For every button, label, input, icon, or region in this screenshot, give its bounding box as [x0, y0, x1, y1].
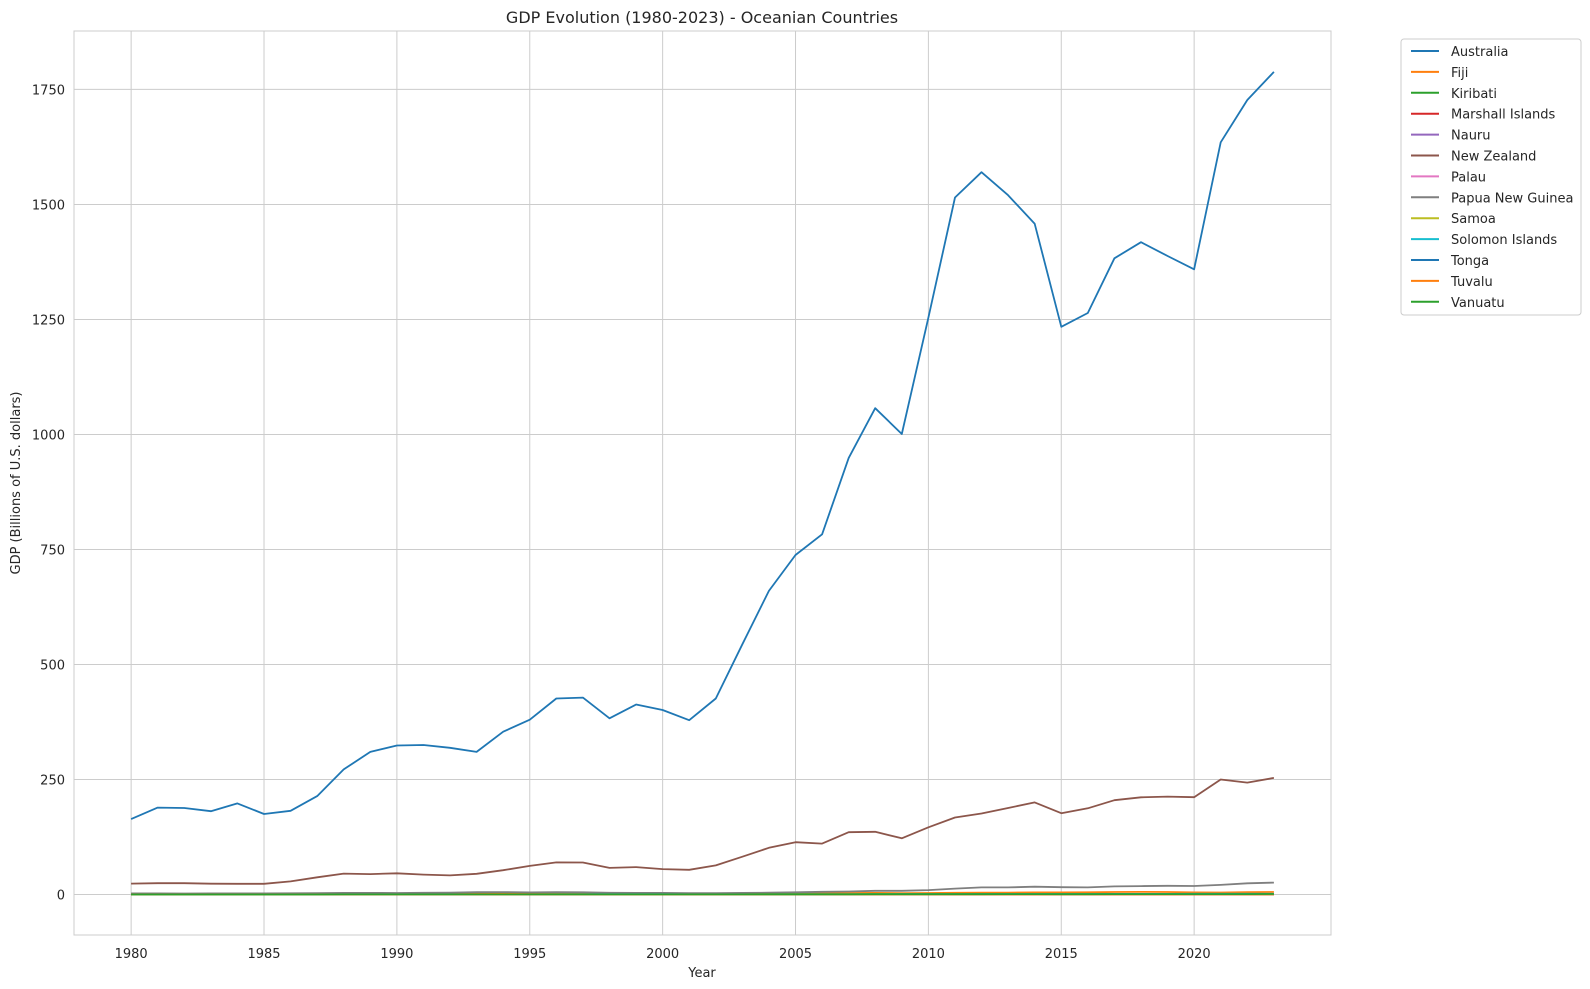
legend: Australia Fiji Kiribati Marshall Islands Nau…: [1401, 39, 1581, 315]
x-tick-label: 2005: [779, 947, 812, 962]
series-lines: [131, 72, 1274, 895]
y-tick-label: 1500: [32, 198, 65, 213]
chart-title: GDP Evolution (1980-2023) - Oceanian Cou…: [506, 8, 898, 27]
x-axis-label: Year: [687, 966, 716, 981]
y-tick-label: 1750: [32, 83, 65, 98]
legend-label-tonga: Tonga: [1450, 254, 1489, 269]
legend-label-nauru: Nauru: [1451, 129, 1491, 144]
y-tick-label: 1250: [32, 313, 65, 328]
x-axis-ticks: 1980 1985 1990 1995 2000 2005 2010 2015 2020: [115, 947, 1211, 962]
legend-label-kiribati: Kiribati: [1451, 87, 1497, 102]
y-tick-label: 500: [40, 658, 65, 673]
legend-label-solomon-islands: Solomon Islands: [1451, 233, 1557, 248]
y-axis-label: GDP (Billions of U.S. dollars): [9, 391, 24, 574]
legend-label-palau: Palau: [1451, 170, 1486, 185]
y-axis-ticks: 0 250 500 750 1000 1250 1500 1750: [32, 83, 65, 903]
legend-label-marshall-islands: Marshall Islands: [1451, 108, 1556, 123]
legend-label-new-zealand: New Zealand: [1451, 150, 1536, 165]
plot-area-frame: [74, 31, 1331, 935]
x-tick-label: 1990: [380, 947, 413, 962]
legend-label-tuvalu: Tuvalu: [1450, 275, 1493, 290]
legend-label-australia: Australia: [1451, 45, 1509, 60]
legend-label-fiji: Fiji: [1451, 66, 1468, 81]
x-tick-label: 1985: [247, 947, 280, 962]
legend-label-vanuatu: Vanuatu: [1451, 296, 1505, 311]
y-tick-label: 0: [57, 889, 65, 904]
gridlines: [74, 31, 1331, 935]
series-line-vanuatu: [131, 894, 1274, 895]
x-tick-label: 1980: [115, 947, 148, 962]
x-tick-label: 2015: [1045, 947, 1078, 962]
legend-label-samoa: Samoa: [1451, 212, 1496, 227]
x-tick-label: 2020: [1178, 947, 1211, 962]
legend-label-papua-new-guinea: Papua New Guinea: [1451, 191, 1573, 206]
x-tick-label: 2010: [912, 947, 945, 962]
y-tick-label: 250: [40, 774, 65, 789]
x-tick-label: 2000: [646, 947, 679, 962]
series-line-new-zealand: [131, 778, 1274, 884]
x-tick-label: 1995: [513, 947, 546, 962]
series-line-australia: [131, 72, 1274, 819]
y-tick-label: 1000: [32, 428, 65, 443]
y-tick-label: 750: [40, 543, 65, 558]
